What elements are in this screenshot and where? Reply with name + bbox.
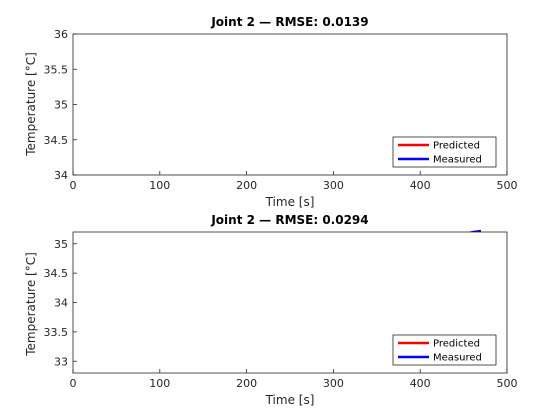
top-chart-x-axis-label: Time [s] (265, 195, 315, 209)
top-chart-y-tick-label: 35 (54, 99, 68, 112)
bottom-chart-x-axis-label: Time [s] (265, 393, 315, 407)
bottom-chart-legend-label-measured: Measured (433, 353, 482, 364)
top-chart-y-tick-label: 34 (54, 169, 68, 182)
bottom-chart-panel: Joint 2 — RMSE: 0.0294 Time [s] Temperat… (24, 213, 518, 407)
bottom-chart-legend: Predicted Measured (392, 334, 497, 366)
bottom-chart-y-tick-label: 34 (54, 297, 68, 310)
top-chart-legend-label-predicted: Predicted (433, 141, 480, 152)
bottom-chart-x-tick-label: 500 (497, 377, 518, 390)
top-chart-title: Joint 2 — RMSE: 0.0139 (210, 15, 368, 29)
bottom-chart-y-tick-label: 33.5 (44, 326, 69, 339)
top-chart-y-axis-label: Temperature [°C] (24, 52, 38, 157)
bottom-chart-plot-area: 0 100 200 300 400 500 33 33.5 34 34.5 35 Predicted M… (44, 229, 518, 390)
top-chart-legend: Predicted Measured (392, 136, 497, 168)
top-chart-x-tick-label: 0 (70, 179, 77, 192)
top-chart-y-tick-label: 34.5 (44, 134, 69, 147)
top-chart-plot-area: 0 100 200 300 400 500 34 34.5 35 35.5 36 Predicted M… (44, 28, 518, 192)
top-chart-legend-label-measured: Measured (433, 155, 482, 166)
top-chart-panel: Joint 2 — RMSE: 0.0139 Time [s] Temperat… (24, 15, 518, 209)
bottom-chart-x-tick-label: 100 (149, 377, 170, 390)
bottom-chart-legend-label-predicted: Predicted (433, 339, 480, 350)
top-chart-x-tick-label: 400 (410, 179, 431, 192)
bottom-chart-y-tick-label: 34.5 (44, 267, 69, 280)
top-chart-x-tick-label: 100 (149, 179, 170, 192)
bottom-chart-title: Joint 2 — RMSE: 0.0294 (210, 213, 368, 227)
bottom-chart-y-tick-label: 33 (54, 355, 68, 368)
bottom-chart-y-tick-label: 35 (54, 238, 68, 251)
top-chart-legend-box (392, 136, 497, 168)
top-chart-x-tick-label: 200 (236, 179, 257, 192)
top-chart-y-tick-label: 36 (54, 28, 68, 41)
bottom-chart-x-tick-label: 300 (323, 377, 344, 390)
bottom-chart-x-tick-label: 400 (410, 377, 431, 390)
top-chart-y-tick-label: 35.5 (44, 63, 69, 76)
top-chart-x-tick-label: 500 (497, 179, 518, 192)
top-chart-x-tick-label: 300 (323, 179, 344, 192)
bottom-chart-y-axis-label: Temperature [°C] (24, 252, 38, 357)
bottom-chart-legend-box (392, 334, 497, 366)
bottom-chart-x-tick-label: 200 (236, 377, 257, 390)
bottom-chart-x-tick-label: 0 (70, 377, 77, 390)
